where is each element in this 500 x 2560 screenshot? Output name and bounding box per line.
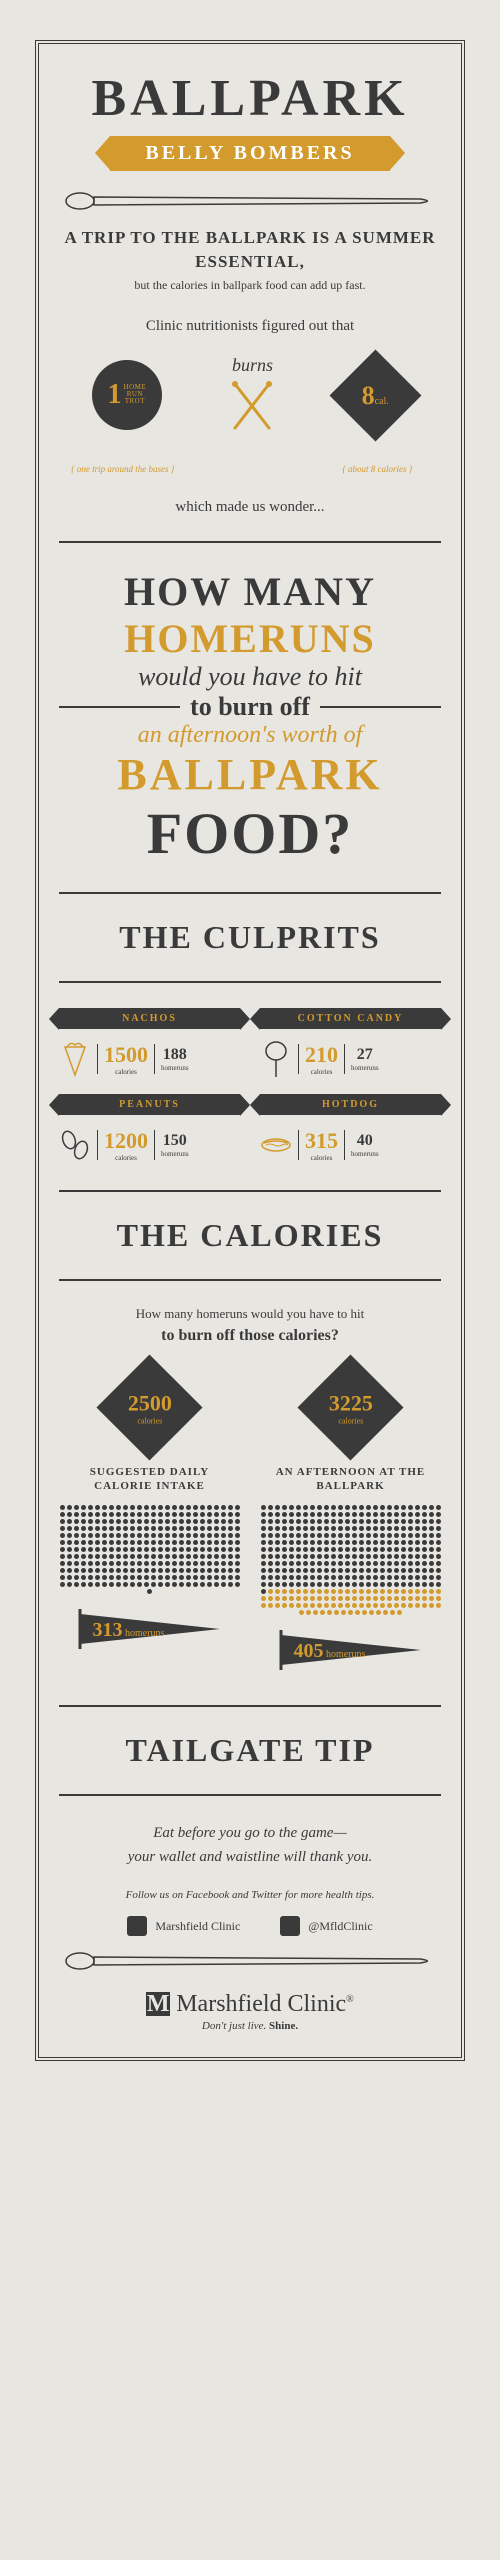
food-icon	[59, 1039, 91, 1079]
nutritionists-text: Clinic nutritionists figured out that	[59, 318, 441, 335]
main-headline: HOW MANY HOMERUNS would you have to hit …	[59, 568, 441, 867]
hl-2: HOMERUNS	[59, 615, 441, 662]
bat-icon	[59, 191, 441, 211]
title-banner: BELLY BOMBERS	[110, 136, 390, 171]
column-label: AN AFTERNOON AT THE BALLPARK	[260, 1465, 441, 1494]
brand-name: Marshfield Clinic	[176, 1991, 346, 2017]
cal-number: 8	[362, 380, 375, 409]
trot-label: HOMERUNTROT	[124, 384, 147, 405]
twitter-link[interactable]: @MfldClinic	[280, 1916, 372, 1936]
calories-header: THE CALORIES	[59, 1217, 441, 1254]
wonder-text: which made us wonder...	[59, 499, 441, 516]
food-icon	[260, 1125, 292, 1165]
hl-5: an afternoon's worth of	[59, 722, 441, 749]
culprit-name: COTTON CANDY	[260, 1008, 441, 1029]
homerun-value: 40	[351, 1132, 379, 1150]
facebook-icon	[127, 1916, 147, 1936]
divider	[59, 1190, 441, 1192]
pennant: 405 homeruns	[276, 1630, 426, 1670]
culprit-item: NACHOS 1500calories 188homeruns	[59, 1008, 240, 1079]
cal-unit: cal.	[375, 395, 389, 406]
calorie-column: 2500calories SUGGESTED DAILY CALORIE INT…	[59, 1370, 240, 1681]
tip-text: Eat before you go to the game—your walle…	[69, 1821, 431, 1869]
baseball-stat: 1HOMERUNTROT	[92, 360, 162, 430]
divider	[59, 981, 441, 983]
tw-handle: @MfldClinic	[308, 1919, 372, 1934]
calorie-column: 3225calories AN AFTERNOON AT THE BALLPAR…	[260, 1370, 441, 1681]
tip-header: TAILGATE TIP	[59, 1732, 441, 1769]
infographic-container: BALLPARK BELLY BOMBERS A TRIP TO THE BAL…	[0, 0, 500, 2101]
column-label: SUGGESTED DAILY CALORIE INTAKE	[59, 1465, 240, 1494]
food-icon	[59, 1125, 91, 1165]
homerun-value: 27	[351, 1046, 379, 1064]
divider	[59, 1705, 441, 1707]
caption-left: { one trip around the bases }	[63, 464, 183, 474]
hl-7: FOOD?	[59, 800, 441, 867]
twitter-icon	[280, 1916, 300, 1936]
divider	[59, 541, 441, 543]
culprits-grid: NACHOS 1500calories 188homeruns COTTON C…	[59, 1008, 441, 1165]
divider	[59, 892, 441, 894]
food-icon	[260, 1039, 292, 1079]
divider	[59, 1794, 441, 1796]
calorie-value: 1500	[104, 1042, 148, 1068]
burns-col: burns	[227, 355, 277, 436]
intro-bold: A TRIP TO THE BALLPARK IS A SUMMER ESSEN…	[59, 226, 441, 274]
culprit-name: NACHOS	[59, 1008, 240, 1029]
culprit-item: HOTDOG 315calories 40homeruns	[260, 1094, 441, 1165]
calories-diamond: 8cal.	[343, 363, 408, 428]
hl-3: would you have to hit	[59, 662, 441, 692]
trot-row: 1HOMERUNTROT burns 8cal.	[59, 355, 441, 436]
calorie-value: 1200	[104, 1128, 148, 1154]
homerun-value: 150	[161, 1132, 189, 1150]
footer-brand: MMarshfield Clinic®	[59, 1991, 441, 2018]
homerun-value: 188	[161, 1046, 189, 1064]
calories-comparison: 2500calories SUGGESTED DAILY CALORIE INT…	[59, 1370, 441, 1681]
social-follow: Follow us on Facebook and Twitter for mo…	[59, 1889, 441, 1901]
calorie-value: 315	[305, 1128, 338, 1154]
calories-sub: How many homeruns would you have to hit	[59, 1306, 441, 1322]
intro-sub: but the calories in ballpark food can ad…	[59, 278, 441, 293]
title-main: BALLPARK	[59, 69, 441, 128]
footer-logo: MMarshfield Clinic® Don't just live. Shi…	[59, 1991, 441, 2032]
hl-1: HOW MANY	[59, 568, 441, 615]
facebook-link[interactable]: Marshfield Clinic	[127, 1916, 240, 1936]
calorie-diamond: 2500calories	[96, 1354, 202, 1460]
footer-tagline: Don't just live. Shine.	[59, 2020, 441, 2032]
culprit-item: PEANUTS 1200calories 150homeruns	[59, 1094, 240, 1165]
dot-grid	[260, 1505, 441, 1615]
trot-number: 1	[108, 379, 122, 410]
crossed-bats-icon	[227, 376, 277, 436]
bat-icon	[59, 1951, 441, 1971]
fb-handle: Marshfield Clinic	[155, 1919, 240, 1934]
hl-6: BALLPARK	[59, 749, 441, 800]
calorie-diamond: 3225calories	[297, 1354, 403, 1460]
culprit-name: PEANUTS	[59, 1094, 240, 1115]
hl-4: to burn off	[190, 692, 310, 722]
caption-right: { about 8 calories }	[317, 464, 437, 474]
culprit-name: HOTDOG	[260, 1094, 441, 1115]
pennant: 313 homeruns	[75, 1609, 225, 1649]
trot-captions: { one trip around the bases } { about 8 …	[59, 456, 441, 474]
culprits-header: THE CULPRITS	[59, 919, 441, 956]
culprit-item: COTTON CANDY 210calories 27homeruns	[260, 1008, 441, 1079]
calories-bold: to burn off those calories?	[59, 1327, 441, 1345]
burns-label: burns	[227, 355, 277, 376]
calorie-value: 210	[305, 1042, 338, 1068]
infographic-frame: BALLPARK BELLY BOMBERS A TRIP TO THE BAL…	[35, 40, 465, 2061]
dot-grid	[59, 1505, 240, 1594]
divider	[59, 1279, 441, 1281]
social-row: Marshfield Clinic @MfldClinic	[59, 1916, 441, 1936]
